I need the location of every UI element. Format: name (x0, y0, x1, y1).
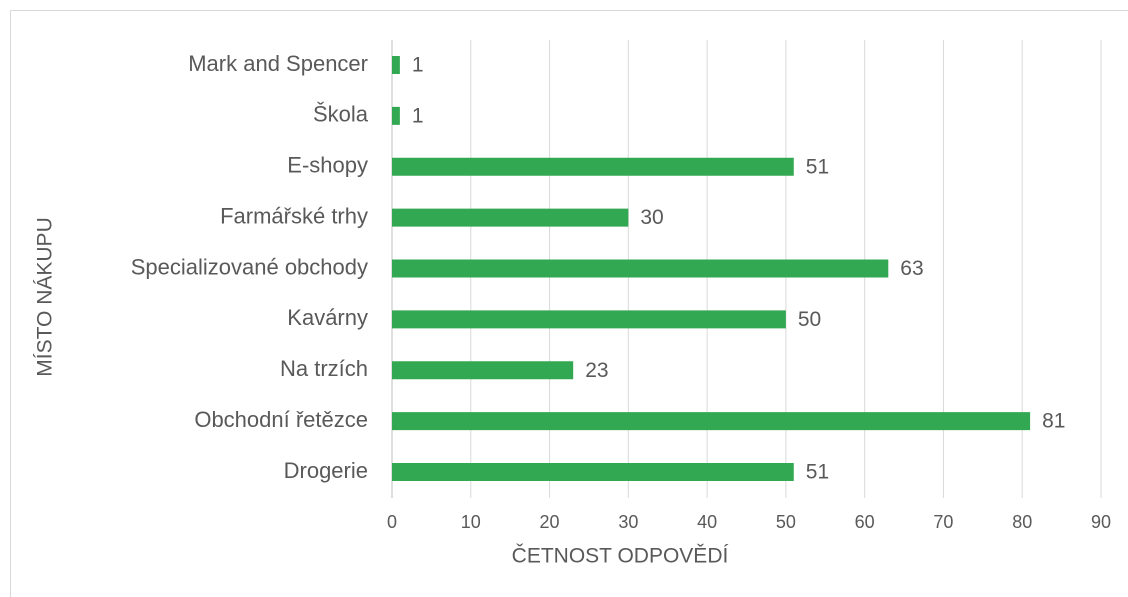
x-tick-label: 10 (461, 512, 481, 532)
x-tick-label: 70 (933, 512, 953, 532)
bar (392, 56, 400, 74)
bar (392, 412, 1031, 431)
bar (392, 208, 629, 227)
data-label: 50 (798, 308, 821, 331)
x-tick-label: 0 (387, 512, 397, 532)
data-label: 1 (412, 104, 424, 127)
y-tick-label: Mark and Spencer (188, 51, 368, 76)
y-tick-label: Drogerie (284, 458, 368, 483)
bar (392, 463, 794, 481)
y-axis-title: MÍSTO NÁKUPU (34, 217, 57, 376)
x-tick-label: 50 (776, 512, 796, 532)
data-label: 23 (585, 359, 608, 382)
y-tick-label: Kavárny (287, 305, 368, 330)
y-tick-label: Na trzích (280, 356, 368, 381)
x-tick-label: 20 (540, 512, 560, 532)
data-label: 51 (806, 461, 829, 484)
data-label: 63 (900, 257, 923, 280)
y-tick-label: Farmářské trhy (220, 203, 368, 228)
bar (392, 310, 786, 329)
data-label: 1 (412, 54, 424, 77)
y-tick-label: E-shopy (287, 153, 368, 178)
data-label: 30 (640, 206, 663, 229)
x-tick-label: 60 (855, 512, 875, 532)
data-label: 51 (806, 155, 829, 178)
bar (392, 157, 794, 176)
y-tick-label: Škola (313, 102, 369, 127)
x-tick-label: 90 (1091, 512, 1111, 532)
chart-frame (10, 10, 1128, 597)
bar (392, 361, 574, 380)
x-tick-label: 80 (1012, 512, 1032, 532)
data-label: 81 (1042, 410, 1065, 433)
x-tick-label: 40 (697, 512, 717, 532)
x-tick-label: 30 (618, 512, 638, 532)
bar (392, 259, 889, 278)
x-axis-title: ČETNOST ODPOVĚDÍ (512, 545, 729, 568)
bar (392, 106, 400, 125)
y-tick-label: Obchodní řetězce (194, 407, 368, 432)
y-tick-label: Specializované obchody (131, 254, 368, 279)
